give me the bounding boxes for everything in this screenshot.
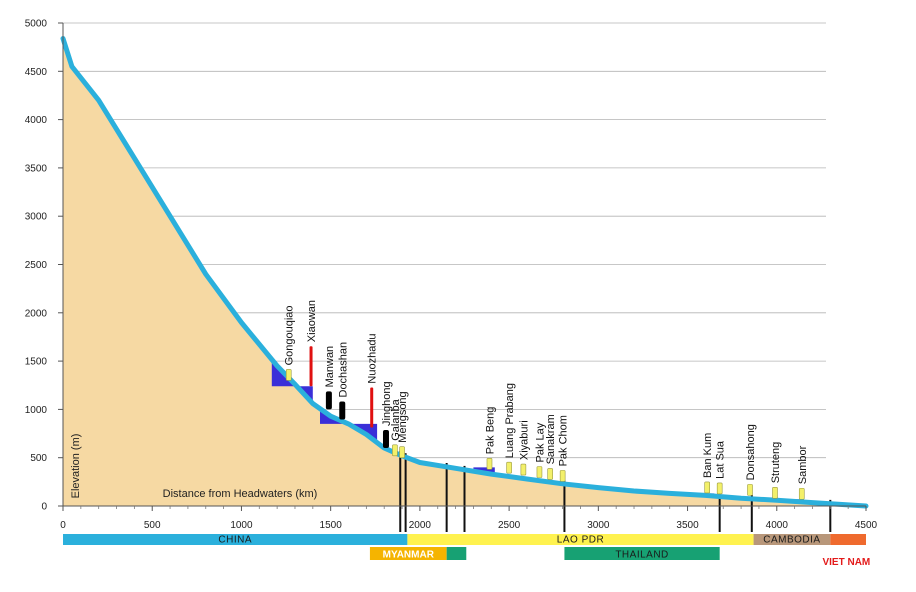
dam-marker-pak-beng — [486, 457, 493, 470]
dam-marker-manwan — [325, 391, 332, 410]
country-bar-lao-pdr — [407, 534, 754, 545]
annotation-viet-nam: VIET NAM — [822, 557, 870, 568]
country-bar-china — [63, 534, 408, 545]
dam-marker-luang-prabang — [506, 461, 512, 474]
x-tick-label-2500: 2500 — [498, 520, 521, 531]
country-label-lao-pdr: LAO PDR — [557, 535, 604, 546]
x-tick-label-0: 0 — [60, 520, 66, 531]
dam-marker-sambor — [798, 487, 805, 500]
dam-label-pak-chom: Pak Chom — [558, 415, 570, 466]
dam-label-ban-kum: Ban Kum — [702, 433, 714, 478]
x-tick-label-3000: 3000 — [587, 520, 610, 531]
x-tick-label-2000: 2000 — [409, 520, 432, 531]
country-label-china: CHINA — [218, 535, 252, 546]
country-label-myanmar: MYANMAR — [383, 550, 435, 561]
dam-label-manwan: Manwan — [324, 346, 336, 388]
dam-marker-gongouqiao — [285, 369, 292, 381]
dam-label-pak-beng: Pak Beng — [485, 407, 497, 455]
dam-marker-struteng — [772, 486, 778, 499]
dam-marker-pak-lay — [536, 466, 543, 478]
x-axis-title: Distance from Headwaters (km) — [163, 488, 318, 500]
y-tick-label-4000: 4000 — [25, 115, 48, 126]
dam-label-lat-sua: Lat Sua — [715, 440, 727, 479]
dam-label-struteng: Struteng — [770, 442, 782, 484]
x-tick-label-1500: 1500 — [320, 520, 343, 531]
dam-label-mengsong: Mengsong — [397, 391, 409, 442]
axis-layer: Elevation (m) Distance from Headwaters (… — [25, 19, 878, 532]
x-tick-label-4000: 4000 — [766, 520, 789, 531]
y-tick-label-3000: 3000 — [25, 212, 48, 223]
country-bar-unlabeled-6 — [446, 547, 467, 560]
dam-marker-ban-kum — [704, 481, 710, 494]
dam-marker-xiyaburi — [520, 463, 527, 476]
y-tick-label-2000: 2000 — [25, 308, 48, 319]
dam-label-sambor: Sambor — [797, 445, 809, 484]
dam-marker-xiaowan — [309, 346, 313, 387]
x-tick-label-1000: 1000 — [230, 520, 253, 531]
y-tick-label-3500: 3500 — [25, 163, 48, 174]
dam-label-galanba: Galanba — [390, 398, 402, 440]
y-tick-label-1000: 1000 — [25, 405, 48, 416]
y-tick-label-0: 0 — [41, 502, 47, 513]
dam-label-donsahong: Donsahong — [745, 424, 757, 480]
dam-label-luang-prabang: Luang Prabang — [504, 383, 516, 458]
dam-marker-pak-chom — [559, 470, 566, 482]
country-bars: CHINA LAO PDR CAMBODIA MYANMAR THAILAND VIET … — [63, 534, 870, 568]
reservoir-2 — [320, 408, 378, 443]
dam-label-sanakram: Sanakram — [545, 414, 557, 464]
dam-marker-sanakram — [547, 468, 553, 480]
dam-marker-mengsong — [399, 446, 405, 459]
terrain-area — [63, 38, 866, 506]
dam-marker-jinghong — [382, 430, 389, 449]
dam-label-xiaowan: Xiaowan — [306, 300, 318, 342]
dam-label-nuozhadu: Nuozhadu — [367, 333, 379, 383]
dam-marker-lat-sua — [716, 482, 723, 495]
dam-marker-galanba — [392, 444, 398, 457]
y-tick-label-4500: 4500 — [25, 67, 48, 78]
y-tick-label-1500: 1500 — [25, 357, 48, 368]
terrain-layer — [63, 38, 866, 506]
country-label-thailand: THAILAND — [615, 550, 668, 561]
dam-marker-dochashan — [339, 401, 346, 420]
x-tick-label-3500: 3500 — [676, 520, 699, 531]
country-bar-myanmar — [369, 547, 447, 560]
dam-label-xiyaburi: Xiyaburi — [518, 420, 530, 460]
dam-marker-nuozhadu — [370, 387, 374, 428]
y-tick-label-2500: 2500 — [25, 260, 48, 271]
country-bar-unlabeled-4 — [830, 534, 866, 545]
x-tick-label-4500: 4500 — [855, 520, 878, 531]
country-label-cambodia: CAMBODIA — [763, 535, 820, 546]
y-axis-title: Elevation (m) — [70, 434, 82, 499]
country-bar-cambodia — [753, 534, 831, 545]
y-tick-label-5000: 5000 — [25, 19, 48, 30]
dam-layer: Gongouqiao Xiaowan Manwan Dochashan Nuozhadu… — [284, 300, 809, 500]
country-bar-thailand — [564, 547, 720, 560]
dam-label-dochashan: Dochashan — [337, 342, 349, 398]
dam-label-jinghong: Jinghong — [381, 381, 393, 426]
border-layer — [399, 451, 832, 532]
dam-marker-donsahong — [747, 484, 753, 496]
x-tick-label-500: 500 — [144, 520, 161, 531]
dam-label-gongouqiao: Gongouqiao — [284, 305, 296, 365]
y-tick-label-500: 500 — [30, 453, 47, 464]
dam-label-pak-lay: Pak Lay — [534, 422, 546, 462]
